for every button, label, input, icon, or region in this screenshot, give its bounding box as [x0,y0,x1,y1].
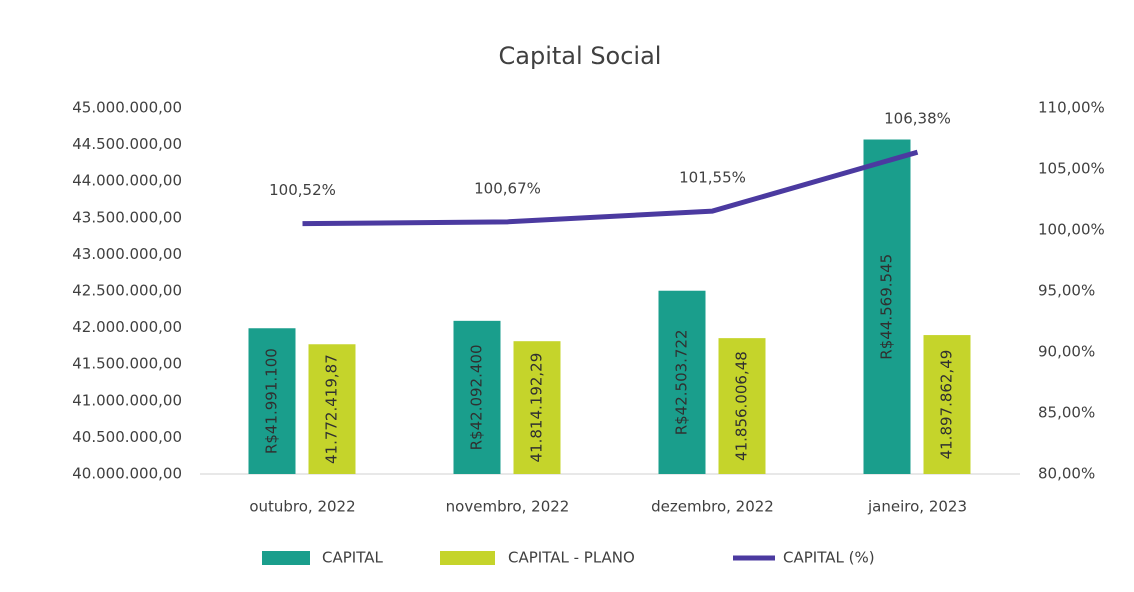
y-tick-label: 45.000.000,00 [72,99,182,117]
line [302,149,919,227]
y2-tick-label: 105,00% [1038,160,1105,178]
chart-title: Capital Social [499,42,662,70]
y-tick-label: 43.000.000,00 [72,245,182,263]
y2-tick-label: 100,00% [1038,221,1105,239]
data-label: 100,67% [474,179,541,197]
y2-tick-label: 90,00% [1038,343,1095,361]
data-label: 100,52% [269,181,336,199]
y-tick-label: 44.000.000,00 [72,172,182,190]
x-tick-label: outubro, 2022 [249,498,355,516]
bar [718,338,766,474]
bar [513,341,561,474]
legend-label: CAPITAL - PLANO [508,549,635,567]
x-tick-label: janeiro, 2023 [867,498,967,516]
y-tick-label: 44.500.000,00 [72,135,182,153]
data-label: 41.814.192,29 [528,353,546,463]
legend-swatch [262,551,310,565]
legend-label: CAPITAL [322,549,383,567]
legend-label: CAPITAL (%) [783,549,875,567]
y-tick-label: 42.500.000,00 [72,282,182,300]
data-label: R$42.503.722 [673,329,691,435]
bar [308,344,356,474]
bar [923,335,971,474]
y2-tick-label: 80,00% [1038,465,1095,483]
data-label: 41.897.862,49 [938,350,956,460]
bar [658,290,706,474]
bar [453,320,501,474]
data-label: R$44.569.545 [878,254,896,360]
y2-tick-label: 110,00% [1038,99,1105,117]
data-label: 41.772.419,87 [323,354,341,464]
y-tick-label: 40.500.000,00 [72,428,182,446]
y-tick-label: 40.000.000,00 [72,465,182,483]
x-tick-label: novembro, 2022 [446,498,570,516]
y-tick-label: 42.000.000,00 [72,318,182,336]
data-label: R$41.991.100 [263,348,281,454]
bar [863,139,911,474]
data-label: 101,55% [679,169,746,187]
y-tick-label: 41.500.000,00 [72,355,182,373]
x-tick-label: dezembro, 2022 [651,498,774,516]
data-label: R$42.092.400 [468,344,486,450]
bar [248,328,296,474]
y-tick-label: 43.500.000,00 [72,208,182,226]
data-label: 106,38% [884,110,951,128]
y2-tick-label: 85,00% [1038,404,1095,422]
y-tick-label: 41.000.000,00 [72,391,182,409]
legend-swatch [440,551,495,565]
y2-tick-label: 95,00% [1038,282,1095,300]
data-label: 41.856.006,48 [733,351,751,461]
